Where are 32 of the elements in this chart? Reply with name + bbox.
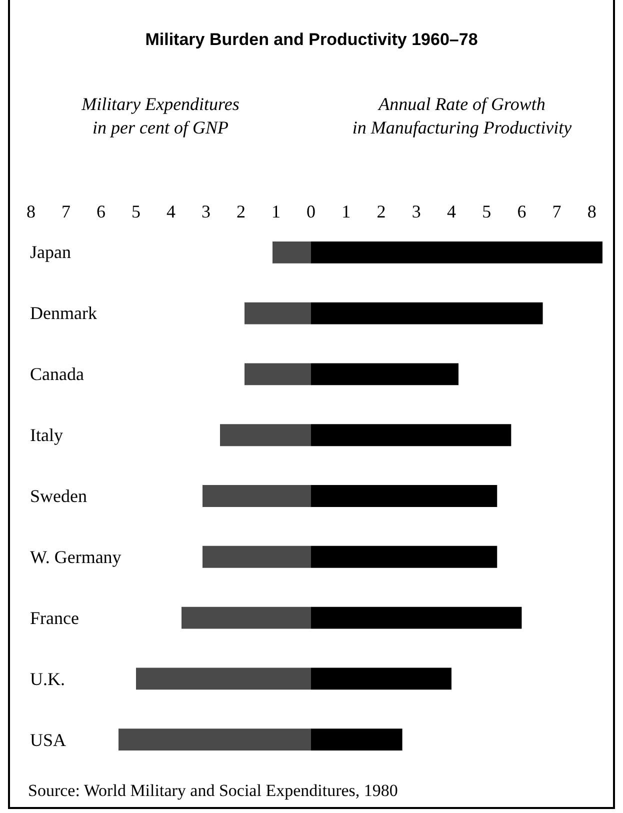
- x-tick-label: 2: [236, 201, 246, 222]
- y-tick-label: Canada: [30, 364, 84, 384]
- y-tick-label: France: [30, 608, 79, 628]
- x-tick-label: 3: [202, 201, 210, 222]
- y-tick-label: Italy: [30, 425, 63, 445]
- x-axis-title: Annual Rate of Growth in Manufacturing Productivity: [352, 94, 572, 138]
- x-tick-label: 3: [412, 201, 421, 222]
- x-tick-label: 6: [96, 201, 106, 222]
- y-tick-label: Sweden: [30, 486, 87, 506]
- y-tick-label: U.K.: [30, 669, 65, 689]
- y-tick-label: Japan: [30, 242, 71, 262]
- x-tick-label: 6: [517, 201, 526, 222]
- x-tick-label: 5: [132, 201, 140, 222]
- y-tick-label: Denmark: [30, 303, 97, 323]
- x-tick-label: 8: [26, 201, 36, 222]
- x-tick-label: 4: [166, 201, 176, 222]
- x-tick-label: 4: [446, 201, 456, 222]
- x-tick-label: 1: [342, 201, 351, 222]
- chart-title: Military Burden and Productivity 1960–78: [144, 30, 479, 50]
- y-tick-label: W. Germany: [30, 547, 122, 567]
- x-tick-label: 2: [376, 201, 386, 222]
- x-tick-label: 1: [272, 201, 280, 222]
- bar: [272, 241, 311, 264]
- bar: [244, 302, 311, 324]
- x-tick-label: 5: [482, 201, 492, 222]
- source-note: Source: World Military and Social Expenditures, 1980: [28, 781, 398, 801]
- x-tick-label: 7: [62, 201, 70, 222]
- x-tick-label: 8: [587, 201, 596, 222]
- x-axis-title: Military Expenditures in per cent of GNP: [80, 94, 240, 138]
- x-tick-label: 7: [552, 201, 562, 222]
- y-tick-label: USA: [30, 730, 66, 750]
- x-tick-label: 0: [306, 201, 316, 222]
